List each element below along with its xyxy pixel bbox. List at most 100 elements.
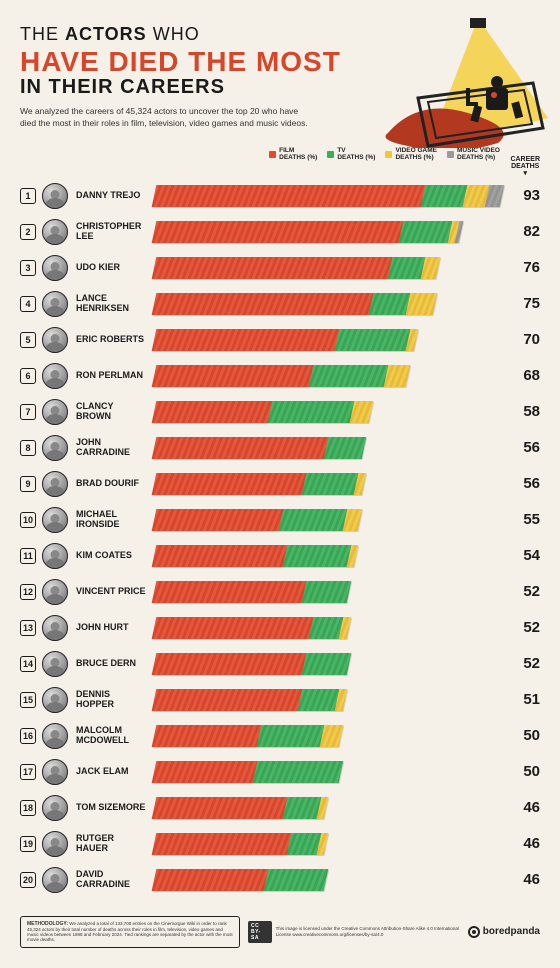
- bar-wrap: [154, 761, 502, 783]
- actor-avatar: [42, 435, 68, 461]
- bar-segment: [152, 689, 303, 711]
- rank-box: 7: [20, 404, 36, 420]
- title-line-3: IN THEIR CAREERS: [20, 76, 360, 98]
- actor-name: LANCE HENRIKSEN: [74, 294, 148, 313]
- title-line-1: THE ACTORS WHO: [20, 24, 360, 45]
- bar-segment: [152, 437, 329, 459]
- title-line-2: HAVE DIED THE MOST: [20, 47, 360, 76]
- actor-name: BRAD DOURIF: [74, 479, 148, 488]
- bar-segment: [253, 761, 344, 783]
- actor-row: 10MICHAEL IRONSIDE55: [20, 502, 540, 538]
- bar-segment: [264, 869, 329, 891]
- rank-box: 10: [20, 512, 36, 528]
- stacked-bar: [152, 329, 419, 351]
- actor-name: CHRISTOPHER LEE: [74, 222, 148, 241]
- career-deaths-total: 58: [508, 403, 540, 420]
- actor-avatar: [42, 507, 68, 533]
- career-deaths-total: 46: [508, 799, 540, 816]
- career-deaths-total: 93: [508, 187, 540, 204]
- rank-box: 15: [20, 692, 36, 708]
- actor-avatar: [42, 219, 68, 245]
- bar-wrap: [154, 545, 502, 567]
- bar-segment: [152, 473, 306, 495]
- license-text: This image is licensed under the Creativ…: [276, 926, 460, 937]
- actor-name: VINCENT PRICE: [74, 587, 148, 596]
- legend-item: FILM DEATHS (%): [269, 147, 317, 161]
- bar-wrap: [154, 257, 502, 279]
- actor-name: DENNIS HOPPER: [74, 690, 148, 709]
- bar-segment: [152, 293, 374, 315]
- bar-segment: [421, 185, 467, 207]
- rank-box: 17: [20, 764, 36, 780]
- rank-box: 1: [20, 188, 36, 204]
- bar-segment: [152, 617, 314, 639]
- actor-row: 15 DENNIS HOPPER 51: [20, 682, 540, 718]
- bar-segment: [152, 761, 258, 783]
- bar-segment: [152, 257, 392, 279]
- bar-wrap: [154, 797, 502, 819]
- stacked-bar: [152, 725, 344, 747]
- actor-avatar: [42, 255, 68, 281]
- bar-segment: [298, 689, 340, 711]
- rank-box: 8: [20, 440, 36, 456]
- career-deaths-total: 50: [508, 763, 540, 780]
- bar-wrap: [154, 329, 502, 351]
- legend-swatch: [447, 151, 454, 158]
- stacked-bar: [152, 545, 359, 567]
- infographic-root: THE ACTORS WHO HAVE DIED THE MOST IN THE…: [0, 0, 560, 960]
- bar-segment: [279, 509, 347, 531]
- legend-label: VIDEO GAME DEATHS (%): [395, 147, 437, 161]
- actor-row: 7CLANCY BROWN58: [20, 394, 540, 430]
- actor-avatar: [42, 579, 68, 605]
- actor-name: UDO KIER: [74, 263, 148, 272]
- actor-row: 6RON PERLMAN68: [20, 358, 540, 394]
- actor-name: DAVID CARRADINE: [74, 870, 148, 889]
- stacked-bar: [152, 473, 366, 495]
- actor-avatar: [42, 615, 68, 641]
- bar-wrap: [154, 293, 502, 315]
- career-deaths-total: 54: [508, 547, 540, 564]
- rank-box: 5: [20, 332, 36, 348]
- bar-segment: [152, 869, 269, 891]
- subtitle: We analyzed the careers of 45,324 actors…: [20, 106, 310, 129]
- rank-box: 2: [20, 224, 36, 240]
- bar-segment: [309, 617, 344, 639]
- bar-wrap: [154, 365, 502, 387]
- bar-segment: [152, 833, 291, 855]
- bar-segment: [152, 401, 273, 423]
- actor-row: 20DAVID CARRADINE46: [20, 862, 540, 898]
- bar-segment: [152, 653, 306, 675]
- bar-segment: [324, 437, 366, 459]
- stacked-bar: [152, 581, 351, 603]
- license-block: CC BY-SA This image is licensed under th…: [248, 921, 460, 943]
- bar-wrap: [154, 509, 502, 531]
- career-deaths-total: 75: [508, 295, 540, 312]
- career-deaths-total: 82: [508, 223, 540, 240]
- stacked-bar: [152, 617, 351, 639]
- rank-box: 20: [20, 872, 36, 888]
- bar-segment: [399, 221, 452, 243]
- career-deaths-total: 51: [508, 691, 540, 708]
- actor-row: 8JOHN CARRADINE56: [20, 430, 540, 466]
- legend-label: TV DEATHS (%): [337, 147, 375, 161]
- actor-avatar: [42, 327, 68, 353]
- title-post: WHO: [147, 24, 200, 44]
- bar-wrap: [154, 725, 502, 747]
- actor-avatar: [42, 831, 68, 857]
- bar-segment: [152, 221, 404, 243]
- bar-wrap: [154, 581, 502, 603]
- header: THE ACTORS WHO HAVE DIED THE MOST IN THE…: [20, 24, 540, 129]
- actor-avatar: [42, 759, 68, 785]
- title-pre: THE: [20, 24, 65, 44]
- bar-segment: [320, 725, 343, 747]
- bar-wrap: [154, 653, 502, 675]
- bar-wrap: [154, 833, 502, 855]
- title-block: THE ACTORS WHO HAVE DIED THE MOST IN THE…: [20, 24, 360, 129]
- rank-box: 16: [20, 728, 36, 744]
- actor-avatar: [42, 651, 68, 677]
- bar-segment: [283, 545, 351, 567]
- legend-item: MUSIC VIDEO DEATHS (%): [447, 147, 500, 161]
- bar-segment: [342, 509, 362, 531]
- bar-segment: [335, 329, 411, 351]
- stacked-bar: [152, 653, 351, 675]
